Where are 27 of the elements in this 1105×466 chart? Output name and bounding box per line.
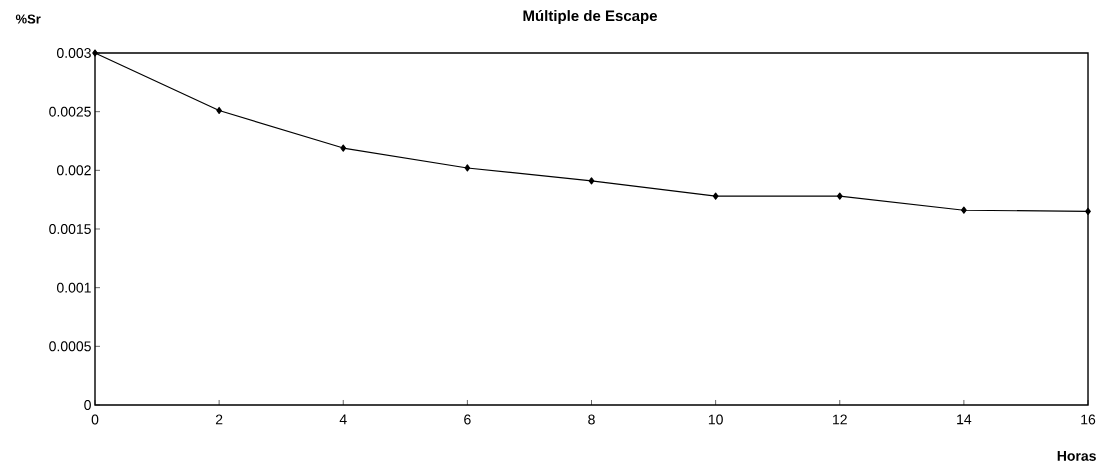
point bbox=[340, 144, 347, 152]
y-tick-label: 0.002 bbox=[56, 165, 91, 176]
y-tick-label: 0.0015 bbox=[49, 224, 91, 234]
point bbox=[464, 164, 471, 172]
x-tick-label: 6 bbox=[464, 414, 471, 425]
point bbox=[588, 177, 595, 185]
y-tick-label: 0.001 bbox=[56, 282, 91, 293]
x-tick-label: 0 bbox=[91, 414, 99, 425]
x-axis-title: Horas bbox=[1057, 451, 1096, 461]
x-tick-label: 2 bbox=[215, 414, 223, 425]
x-tick-label: 16 bbox=[1081, 414, 1096, 425]
y-tick-label: 0.0025 bbox=[49, 106, 91, 117]
y-tick-label: 0.0005 bbox=[49, 341, 91, 352]
point bbox=[836, 192, 843, 200]
point bbox=[1085, 207, 1091, 215]
point bbox=[92, 49, 98, 57]
x-tick-label: 12 bbox=[833, 414, 847, 425]
x-tick-label: 10 bbox=[708, 414, 723, 425]
x-tick-label: 8 bbox=[588, 414, 595, 425]
y-axis-title: %Sr bbox=[15, 14, 41, 24]
point bbox=[712, 192, 719, 200]
x-tick-label: 4 bbox=[339, 414, 347, 425]
point bbox=[961, 206, 967, 214]
y-tick-label: 0.003 bbox=[56, 48, 91, 58]
x-tick-label: 14 bbox=[957, 414, 972, 425]
y-tick-label: 0 bbox=[84, 400, 91, 410]
chart-title: Múltiple de Escape bbox=[523, 9, 658, 25]
